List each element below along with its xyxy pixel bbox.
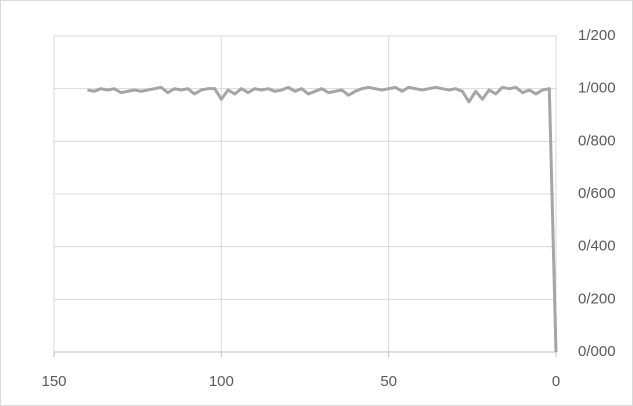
- x-tick-label: 100: [209, 373, 234, 390]
- x-tick-label: 150: [41, 373, 66, 390]
- data-line: [87, 85, 558, 353]
- y-tick-label: 0/600: [578, 185, 616, 202]
- y-tick-label: 0/000: [578, 343, 616, 360]
- y-tick-label: 1/200: [578, 27, 616, 44]
- x-tick-label: 50: [380, 373, 397, 390]
- y-tick-label: 0/400: [578, 238, 616, 255]
- x-tick-label: 0: [552, 373, 560, 390]
- y-tick-label: 1/000: [578, 80, 616, 97]
- y-tick-label: 0/800: [578, 132, 616, 149]
- y-tick-label: 0/200: [578, 290, 616, 307]
